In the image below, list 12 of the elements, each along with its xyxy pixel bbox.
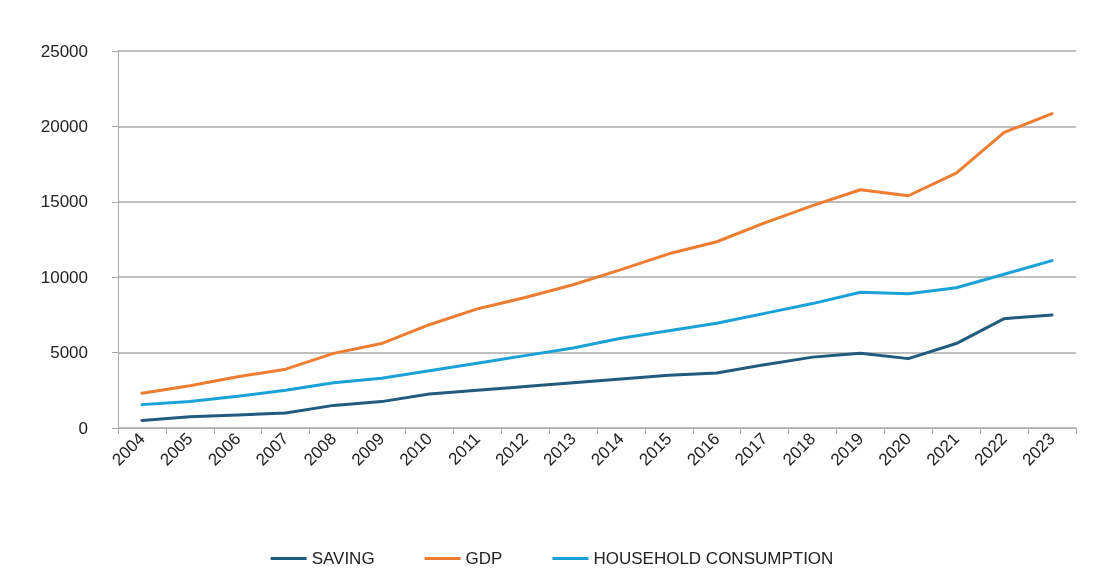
y-tick-label: 5000 bbox=[50, 343, 88, 363]
y-tick-label: 20000 bbox=[40, 116, 88, 136]
legend-label: SAVING bbox=[311, 549, 375, 568]
y-tick-label: 0 bbox=[78, 418, 88, 438]
line-series bbox=[140, 112, 1054, 395]
legend-label: GDP bbox=[465, 549, 503, 568]
y-tick-label: 25000 bbox=[40, 41, 88, 61]
line-series bbox=[140, 313, 1054, 422]
line-series bbox=[140, 259, 1054, 407]
y-tick-label: 10000 bbox=[40, 267, 88, 287]
y-tick-label: 15000 bbox=[40, 192, 88, 212]
legend-label: HOUSEHOLD CONSUMPTION bbox=[593, 549, 834, 568]
